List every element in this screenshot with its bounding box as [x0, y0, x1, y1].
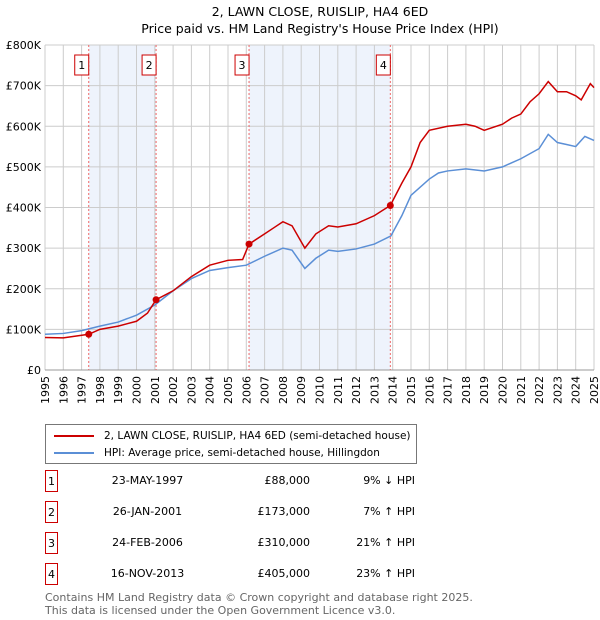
sale-hpi-diff: 9% ↓ HPI	[363, 474, 415, 487]
hpi-line	[44, 133, 595, 335]
sale-price: £88,000	[264, 474, 311, 487]
legend-item-hpi: HPI: Average price, semi-detached house,…	[54, 446, 380, 460]
x-tick-label: 2009	[295, 376, 308, 404]
property-price-line	[44, 80, 595, 339]
sale-point	[245, 240, 253, 248]
x-tick-label: 2014	[387, 376, 400, 404]
sale-date: 24-FEB-2006	[112, 536, 183, 549]
x-tick-label: 2015	[405, 376, 418, 404]
x-tick-label: 2001	[149, 376, 162, 404]
y-tick-label: £300K	[6, 242, 42, 255]
x-tick-label: 2020	[497, 376, 510, 404]
legend-label: HPI: Average price, semi-detached house,…	[104, 447, 380, 459]
sale-date: 16-NOV-2013	[110, 567, 185, 580]
sale-number-badge: 4	[45, 563, 58, 585]
x-tick-label: 2012	[350, 376, 363, 404]
sale-point	[386, 201, 394, 209]
x-tick-label: 2004	[204, 376, 217, 404]
x-tick-label: 1999	[112, 376, 125, 404]
x-tick-label: 2007	[259, 376, 272, 404]
y-tick-label: £200K	[6, 283, 42, 296]
x-tick-label: 1995	[39, 376, 52, 404]
chart-title: 2, LAWN CLOSE, RUISLIP, HA4 6ED	[212, 4, 429, 19]
sale-row: 4 16-NOV-2013 £405,000 23% ↑ HPI	[45, 563, 415, 585]
x-tick-label: 2003	[185, 376, 198, 404]
sale-date: 23-MAY-1997	[111, 474, 184, 487]
y-tick-label: £100K	[6, 323, 42, 336]
x-tick-label: 2005	[222, 376, 235, 404]
x-tick-label: 2021	[515, 376, 528, 404]
sale-marker-label: 4	[380, 59, 387, 72]
x-tick-label: 1997	[76, 376, 89, 404]
y-tick-label: £500K	[6, 161, 42, 174]
sale-hpi-diff: 21% ↑ HPI	[356, 536, 415, 549]
x-tick-label: 2018	[460, 376, 473, 404]
footer: Contains HM Land Registry data © Crown c…	[45, 591, 473, 617]
x-tick-label: 2008	[277, 376, 290, 404]
legend-item-property: 2, LAWN CLOSE, RUISLIP, HA4 6ED (semi-de…	[54, 429, 411, 443]
legend: 2, LAWN CLOSE, RUISLIP, HA4 6ED (semi-de…	[45, 424, 417, 464]
sale-number-badge: 3	[45, 532, 58, 554]
legend-swatch-blue	[54, 452, 94, 454]
sale-number-badge: 1	[45, 470, 58, 492]
sale-date: 26-JAN-2001	[112, 505, 183, 518]
x-tick-label: 2013	[368, 376, 381, 404]
sale-row: 1 23-MAY-1997 £88,000 9% ↓ HPI	[45, 470, 415, 492]
x-tick-label: 2019	[478, 376, 491, 404]
x-tick-label: 1998	[94, 376, 107, 404]
sale-marker-box	[375, 54, 391, 76]
x-tick-label: 2010	[314, 376, 327, 404]
sale-hpi-diff: 7% ↑ HPI	[363, 505, 415, 518]
x-tick-label: 2025	[588, 376, 600, 404]
x-tick-label: 2016	[423, 376, 436, 404]
x-tick-label: 2024	[570, 376, 583, 404]
sale-point	[152, 296, 160, 304]
x-tick-label: 2002	[167, 376, 180, 404]
price-chart: 2, LAWN CLOSE, RUISLIP, HA4 6ED Price pa…	[6, 4, 600, 404]
sale-marker-label: 2	[146, 59, 153, 72]
sale-row: 2 26-JAN-2001 £173,000 7% ↑ HPI	[45, 501, 415, 523]
footer-line-1: Contains HM Land Registry data © Crown c…	[45, 591, 473, 604]
sale-marker-label: 3	[239, 59, 246, 72]
sale-marker-label: 1	[78, 59, 85, 72]
x-tick-label: 1996	[57, 376, 70, 404]
sale-hpi-diff: 23% ↑ HPI	[356, 567, 415, 580]
x-tick-label: 2006	[240, 376, 253, 404]
legend-swatch-red	[54, 435, 94, 437]
sale-price: £405,000	[257, 567, 311, 580]
sale-point	[85, 330, 93, 338]
chart-subtitle: Price paid vs. HM Land Registry's House …	[141, 21, 498, 36]
sale-marker-box	[141, 54, 157, 76]
y-tick-label: £400K	[6, 202, 42, 215]
sale-number-badge: 2	[45, 501, 58, 523]
y-tick-label: £0	[27, 364, 41, 377]
sale-marker-box	[74, 54, 90, 76]
y-tick-label: £600K	[6, 120, 42, 133]
x-tick-label: 2023	[551, 376, 564, 404]
y-tick-label: £700K	[6, 80, 42, 93]
x-tick-label: 2000	[131, 376, 144, 404]
sale-row: 3 24-FEB-2006 £310,000 21% ↑ HPI	[45, 532, 415, 554]
sale-marker-box	[234, 54, 250, 76]
sale-price: £310,000	[257, 536, 311, 549]
x-tick-label: 2011	[332, 376, 345, 404]
x-tick-label: 2017	[442, 376, 455, 404]
sale-price: £173,000	[257, 505, 311, 518]
footer-line-2: This data is licensed under the Open Gov…	[45, 604, 396, 617]
legend-label: 2, LAWN CLOSE, RUISLIP, HA4 6ED (semi-de…	[104, 430, 411, 442]
y-tick-label: £800K	[6, 39, 42, 52]
x-tick-label: 2022	[533, 376, 546, 404]
